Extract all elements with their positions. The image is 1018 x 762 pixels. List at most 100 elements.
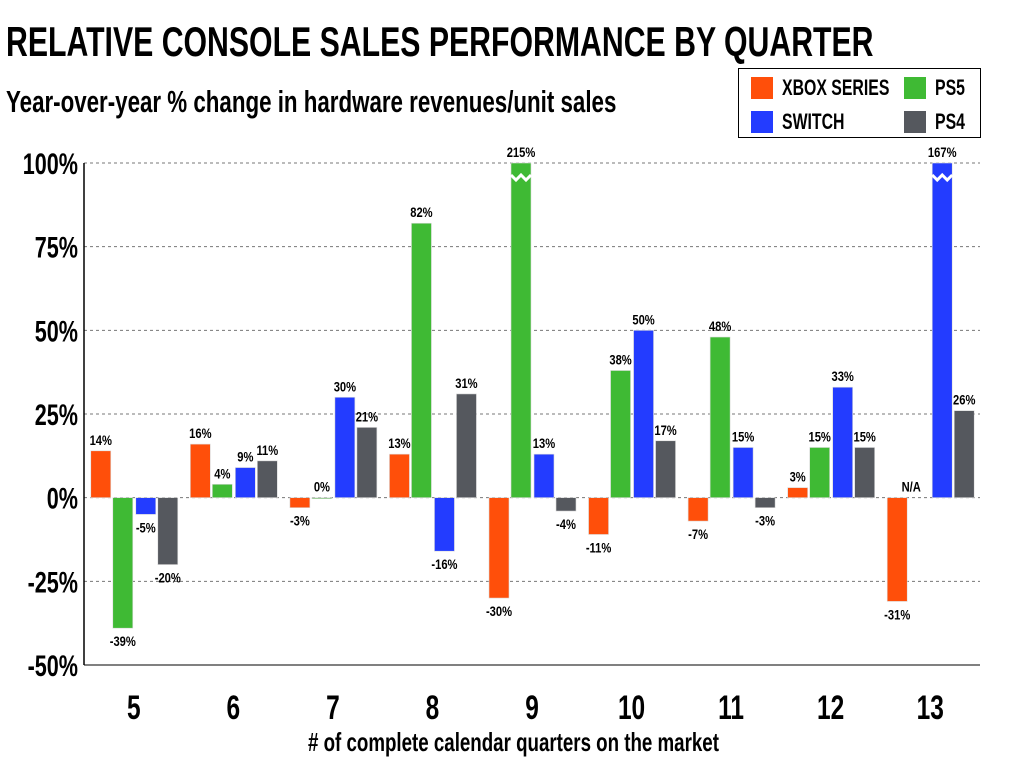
bar-ps5	[809, 447, 830, 498]
legend-label-switch: SWITCH	[782, 109, 845, 134]
bar-ps5	[411, 222, 432, 498]
chart-subtitle: Year-over-year % change in hardware reve…	[6, 84, 617, 119]
bar-xbox-series	[886, 497, 908, 602]
bar-switch	[533, 453, 555, 498]
bar-ps5	[510, 162, 532, 498]
data-label: 31%	[455, 376, 477, 391]
data-label: 11%	[256, 443, 278, 458]
bar-xbox-series	[488, 497, 510, 599]
bar-switch	[235, 467, 256, 498]
legend-label-ps5: PS5	[935, 75, 965, 100]
bar-ps4	[854, 447, 875, 498]
y-tick-label: 75%	[35, 230, 78, 264]
bar-switch	[135, 497, 157, 515]
x-tick-label: 8	[426, 689, 440, 727]
bar-ps4	[953, 410, 975, 498]
x-tick-label: 7	[326, 689, 340, 727]
data-label: 15%	[853, 429, 875, 444]
data-label: -3%	[755, 514, 775, 529]
data-label: -39%	[110, 634, 136, 649]
data-label: 33%	[831, 369, 853, 384]
bar-ps5	[212, 483, 233, 498]
data-label: 21%	[356, 409, 378, 424]
bar-xbox-series	[687, 497, 709, 522]
data-label: 9%	[237, 449, 253, 464]
data-label: 13%	[388, 436, 410, 451]
legend-item-xbox: XBOX SERIES	[751, 75, 931, 101]
bar-switch	[434, 497, 455, 552]
bar-xbox-series	[787, 487, 808, 498]
legend-swatch-xbox	[751, 77, 773, 99]
bar-ps4	[456, 393, 477, 498]
x-tick-label: 6	[227, 689, 241, 727]
legend-item-ps4: PS4	[904, 109, 977, 135]
legend: XBOX SERIES PS5 SWITCH PS4	[738, 68, 981, 138]
data-label: -3%	[290, 514, 310, 529]
x-tick-label: 5	[127, 689, 141, 727]
x-tick-label: 13	[917, 689, 944, 727]
data-label: 13%	[533, 436, 555, 451]
bar-xbox-series	[588, 497, 609, 535]
data-label: 15%	[732, 429, 754, 444]
bar-switch	[832, 386, 853, 498]
bar-xbox-series	[289, 497, 311, 509]
data-label: -20%	[155, 570, 181, 585]
x-tick-label: 9	[525, 689, 539, 727]
x-tick-label: 11	[718, 689, 744, 727]
bar-ps5	[610, 370, 631, 498]
x-tick-label: 10	[618, 689, 645, 727]
bar-switch	[931, 162, 953, 498]
legend-label-ps4: PS4	[935, 109, 965, 134]
data-label: 38%	[609, 352, 631, 367]
legend-item-ps5: PS5	[904, 75, 977, 101]
data-label: 26%	[953, 393, 975, 408]
axis-break-icon	[509, 172, 533, 183]
data-label: -31%	[884, 607, 910, 622]
legend-swatch-ps5	[904, 77, 926, 99]
data-label: 15%	[808, 429, 830, 444]
legend-label-xbox: XBOX SERIES	[782, 75, 890, 100]
y-tick-label: 100%	[23, 146, 78, 180]
x-tick-label: 12	[817, 689, 844, 727]
data-label: 82%	[410, 205, 432, 220]
bar-ps4	[555, 497, 577, 512]
y-tick-label: -50%	[28, 648, 78, 682]
data-label: 16%	[189, 426, 211, 441]
bar-xbox-series	[90, 450, 112, 498]
bar-ps4	[257, 460, 278, 498]
bar-xbox-series	[190, 443, 211, 498]
data-label: 215%	[507, 145, 536, 160]
legend-swatch-switch	[751, 111, 773, 133]
bar-ps4	[356, 427, 378, 498]
bar-ps5	[709, 336, 731, 498]
bar-ps5	[311, 497, 333, 499]
data-label: -4%	[556, 517, 576, 532]
data-label: 50%	[632, 312, 654, 327]
data-label: -16%	[431, 557, 457, 572]
y-tick-label: 0%	[47, 481, 78, 515]
data-label: -11%	[586, 540, 611, 555]
data-label: N/A	[902, 480, 921, 495]
bar-switch	[633, 330, 654, 498]
bar-ps4	[157, 497, 179, 565]
data-label: -5%	[136, 520, 156, 535]
data-label: 30%	[334, 379, 356, 394]
data-label: 14%	[90, 433, 112, 448]
bar-ps4	[754, 497, 776, 509]
data-label: 3%	[790, 469, 806, 484]
chart-title: RELATIVE CONSOLE SALES PERFORMANCE BY QU…	[6, 18, 874, 65]
data-label: 4%	[214, 466, 230, 481]
legend-item-switch: SWITCH	[751, 109, 869, 135]
y-tick-label: 25%	[35, 397, 78, 431]
data-label: 48%	[709, 319, 731, 334]
y-tick-label: -25%	[28, 565, 78, 599]
axis-break-icon	[931, 172, 954, 183]
bar-xbox-series	[389, 453, 410, 498]
data-label: 0%	[314, 480, 330, 495]
bar-switch	[732, 447, 754, 498]
y-tick-label: 50%	[35, 314, 78, 348]
x-axis-title: # of complete calendar quarters on the m…	[308, 727, 719, 757]
bar-ps4	[655, 440, 676, 498]
bar-ps5	[112, 497, 134, 629]
